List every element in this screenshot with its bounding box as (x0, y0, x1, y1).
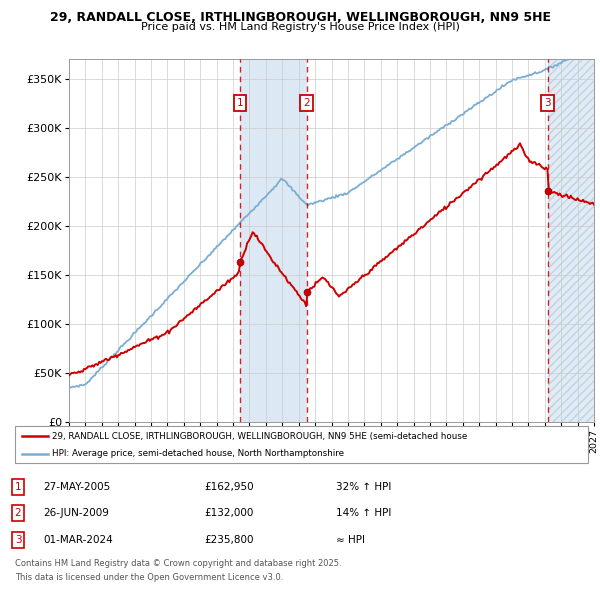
Text: 2: 2 (14, 509, 22, 518)
Bar (548, 59, 600, 422)
Text: ≈ HPI: ≈ HPI (336, 535, 365, 545)
Text: £132,000: £132,000 (204, 509, 253, 518)
Text: 01-MAR-2024: 01-MAR-2024 (43, 535, 113, 545)
Text: 32% ↑ HPI: 32% ↑ HPI (336, 482, 391, 491)
Text: 29, RANDALL CLOSE, IRTHLINGBOROUGH, WELLINGBOROUGH, NN9 5HE (semi-detached house: 29, RANDALL CLOSE, IRTHLINGBOROUGH, WELL… (52, 432, 467, 441)
Text: 29, RANDALL CLOSE, IRTHLINGBOROUGH, WELLINGBOROUGH, NN9 5HE: 29, RANDALL CLOSE, IRTHLINGBOROUGH, WELL… (49, 11, 551, 24)
Text: 26-JUN-2009: 26-JUN-2009 (43, 509, 109, 518)
Text: £235,800: £235,800 (204, 535, 254, 545)
Text: 3: 3 (14, 535, 22, 545)
Text: 1: 1 (236, 98, 243, 108)
Text: HPI: Average price, semi-detached house, North Northamptonshire: HPI: Average price, semi-detached house,… (52, 450, 344, 458)
Text: £162,950: £162,950 (204, 482, 254, 491)
Text: 27-MAY-2005: 27-MAY-2005 (43, 482, 110, 491)
Text: 3: 3 (544, 98, 551, 108)
Text: 2: 2 (303, 98, 310, 108)
Text: Contains HM Land Registry data © Crown copyright and database right 2025.
This d: Contains HM Land Registry data © Crown c… (15, 559, 341, 582)
Text: Price paid vs. HM Land Registry's House Price Index (HPI): Price paid vs. HM Land Registry's House … (140, 22, 460, 32)
Text: 14% ↑ HPI: 14% ↑ HPI (336, 509, 391, 518)
Bar (240, 59, 307, 422)
Text: 1: 1 (14, 482, 22, 491)
